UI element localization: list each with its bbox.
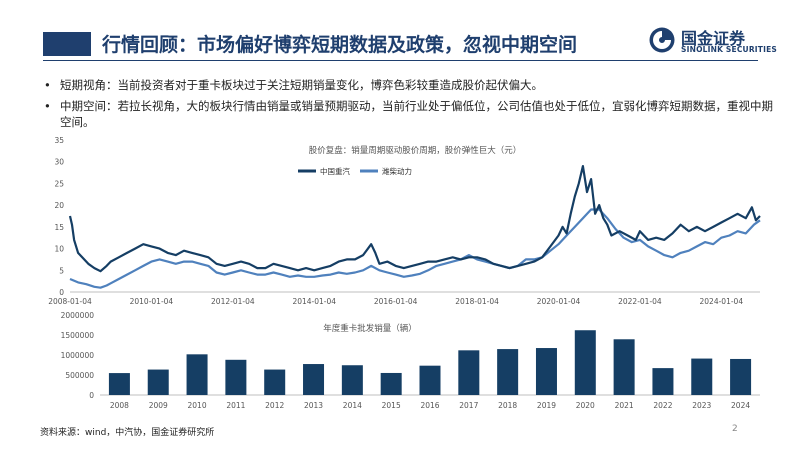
x-tick-label: 2019 xyxy=(537,401,556,410)
y-tick-label: 20 xyxy=(54,201,64,210)
x-tick-label: 2017 xyxy=(459,401,478,410)
legend-label: 潍柴动力 xyxy=(382,166,412,176)
x-tick-label: 2018 xyxy=(498,401,517,410)
x-tick-label: 2010 xyxy=(188,401,207,410)
chart-title: 股价复盘：销量周期驱动股价周期，股价弹性巨大（元） xyxy=(309,145,522,156)
x-tick-label: 2021 xyxy=(615,401,634,410)
x-tick-label: 2014-01-04 xyxy=(292,297,336,306)
y-tick-label: 25 xyxy=(54,179,64,188)
bullet-dot: • xyxy=(44,78,51,92)
bar xyxy=(613,339,635,395)
x-tick-label: 2022 xyxy=(653,401,672,410)
y-tick-label: 5 xyxy=(59,266,64,275)
series-line xyxy=(69,208,761,289)
y-tick-label: 0 xyxy=(59,288,64,297)
x-tick-label: 2024 xyxy=(731,401,750,410)
bar xyxy=(147,369,169,395)
logo-emblem-icon xyxy=(649,27,675,53)
y-tick-label: 1500000 xyxy=(61,331,95,340)
company-logo: 国金证券 SINOLINK SECURITIES xyxy=(648,24,777,60)
y-tick-label: 2000000 xyxy=(61,311,95,320)
bar xyxy=(535,348,557,395)
title-accent-block xyxy=(43,32,91,56)
x-tick-label: 2012-01-04 xyxy=(211,297,255,306)
page-title: 行情回顾：市场偏好博弈短期数据及政策，忽视中期空间 xyxy=(102,34,578,56)
x-tick-label: 2008 xyxy=(110,401,129,410)
bullet-mid-term: • 中期空间：若拉长视角，大的板块行情由销量或销量预期驱动，当前行业处于偏低位，… xyxy=(40,98,780,130)
bullet-short-term: • 短期视角：当前投资者对于重卡板块过于关注短期销量变化，博弈色彩较重造成股价起… xyxy=(40,77,780,93)
y-tick-label: 1000000 xyxy=(61,351,95,360)
title-divider xyxy=(43,60,758,61)
y-tick-label: 15 xyxy=(54,223,64,232)
x-tick-label: 2010-01-04 xyxy=(130,297,174,306)
bar xyxy=(652,368,674,395)
x-tick-label: 2022-01-04 xyxy=(618,297,662,306)
bullet-text: 短期视角：当前投资者对于重卡板块过于关注短期销量变化，博弈色彩较重造成股价起伏偏… xyxy=(60,78,543,92)
bullet-dot: • xyxy=(44,99,51,113)
source-note: 资料来源：wind，中汽协，国金证券研究所 xyxy=(40,428,215,438)
truck-sales-bar-chart: 0 500000 1000000 1500000 2000000 年度重卡批发销量（辆） 2… xyxy=(61,311,760,410)
bar xyxy=(691,358,713,395)
x-tick-label: 2008-01-04 xyxy=(48,297,92,306)
bar xyxy=(303,364,325,395)
bar xyxy=(108,373,130,395)
bar xyxy=(380,372,402,395)
x-tick-label: 2024-01-04 xyxy=(700,297,744,306)
x-tick-label: 2020-01-04 xyxy=(537,297,581,306)
bar xyxy=(458,350,480,395)
x-tick-label: 2011 xyxy=(226,401,245,410)
bar xyxy=(264,369,286,395)
stock-price-line-chart: 0 5 10 15 20 25 30 35 2008-01-04 2010-01-04 2012-0… xyxy=(48,136,761,306)
y-tick-label: 30 xyxy=(54,158,64,167)
logo-en: SINOLINK SECURITIES xyxy=(681,45,778,54)
bar xyxy=(730,358,752,395)
bar xyxy=(341,365,363,395)
x-tick-label: 2013 xyxy=(304,401,323,410)
y-tick-label: 500000 xyxy=(65,371,94,380)
page-number: 2 xyxy=(732,424,738,434)
legend-label: 中国重汽 xyxy=(320,166,350,176)
bar xyxy=(497,349,519,395)
bar xyxy=(186,354,208,395)
y-tick-label: 10 xyxy=(54,245,64,254)
y-tick-label: 0 xyxy=(89,391,94,400)
x-tick-label: 2015 xyxy=(382,401,401,410)
x-tick-label: 2016-01-04 xyxy=(374,297,418,306)
x-tick-label: 2016 xyxy=(420,401,439,410)
bar xyxy=(419,365,441,395)
x-tick-label: 2009 xyxy=(149,401,168,410)
chart-title: 年度重卡批发销量（辆） xyxy=(323,323,417,334)
x-tick-label: 2018-01-04 xyxy=(455,297,499,306)
x-tick-label: 2020 xyxy=(576,401,595,410)
series-line xyxy=(68,164,761,273)
x-tick-label: 2012 xyxy=(265,401,284,410)
bar xyxy=(225,359,247,395)
bar xyxy=(574,330,596,395)
bullet-list: • 短期视角：当前投资者对于重卡板块过于关注短期销量变化，博弈色彩较重造成股价起… xyxy=(40,77,780,135)
bullet-text: 中期空间：若拉长视角，大的板块行情由销量或销量预期驱动，当前行业处于偏低位，公司… xyxy=(60,99,773,129)
y-tick-label: 35 xyxy=(54,136,64,145)
x-tick-label: 2014 xyxy=(343,401,362,410)
logo-cn: 国金证券 xyxy=(681,29,746,48)
x-tick-label: 2023 xyxy=(692,401,711,410)
